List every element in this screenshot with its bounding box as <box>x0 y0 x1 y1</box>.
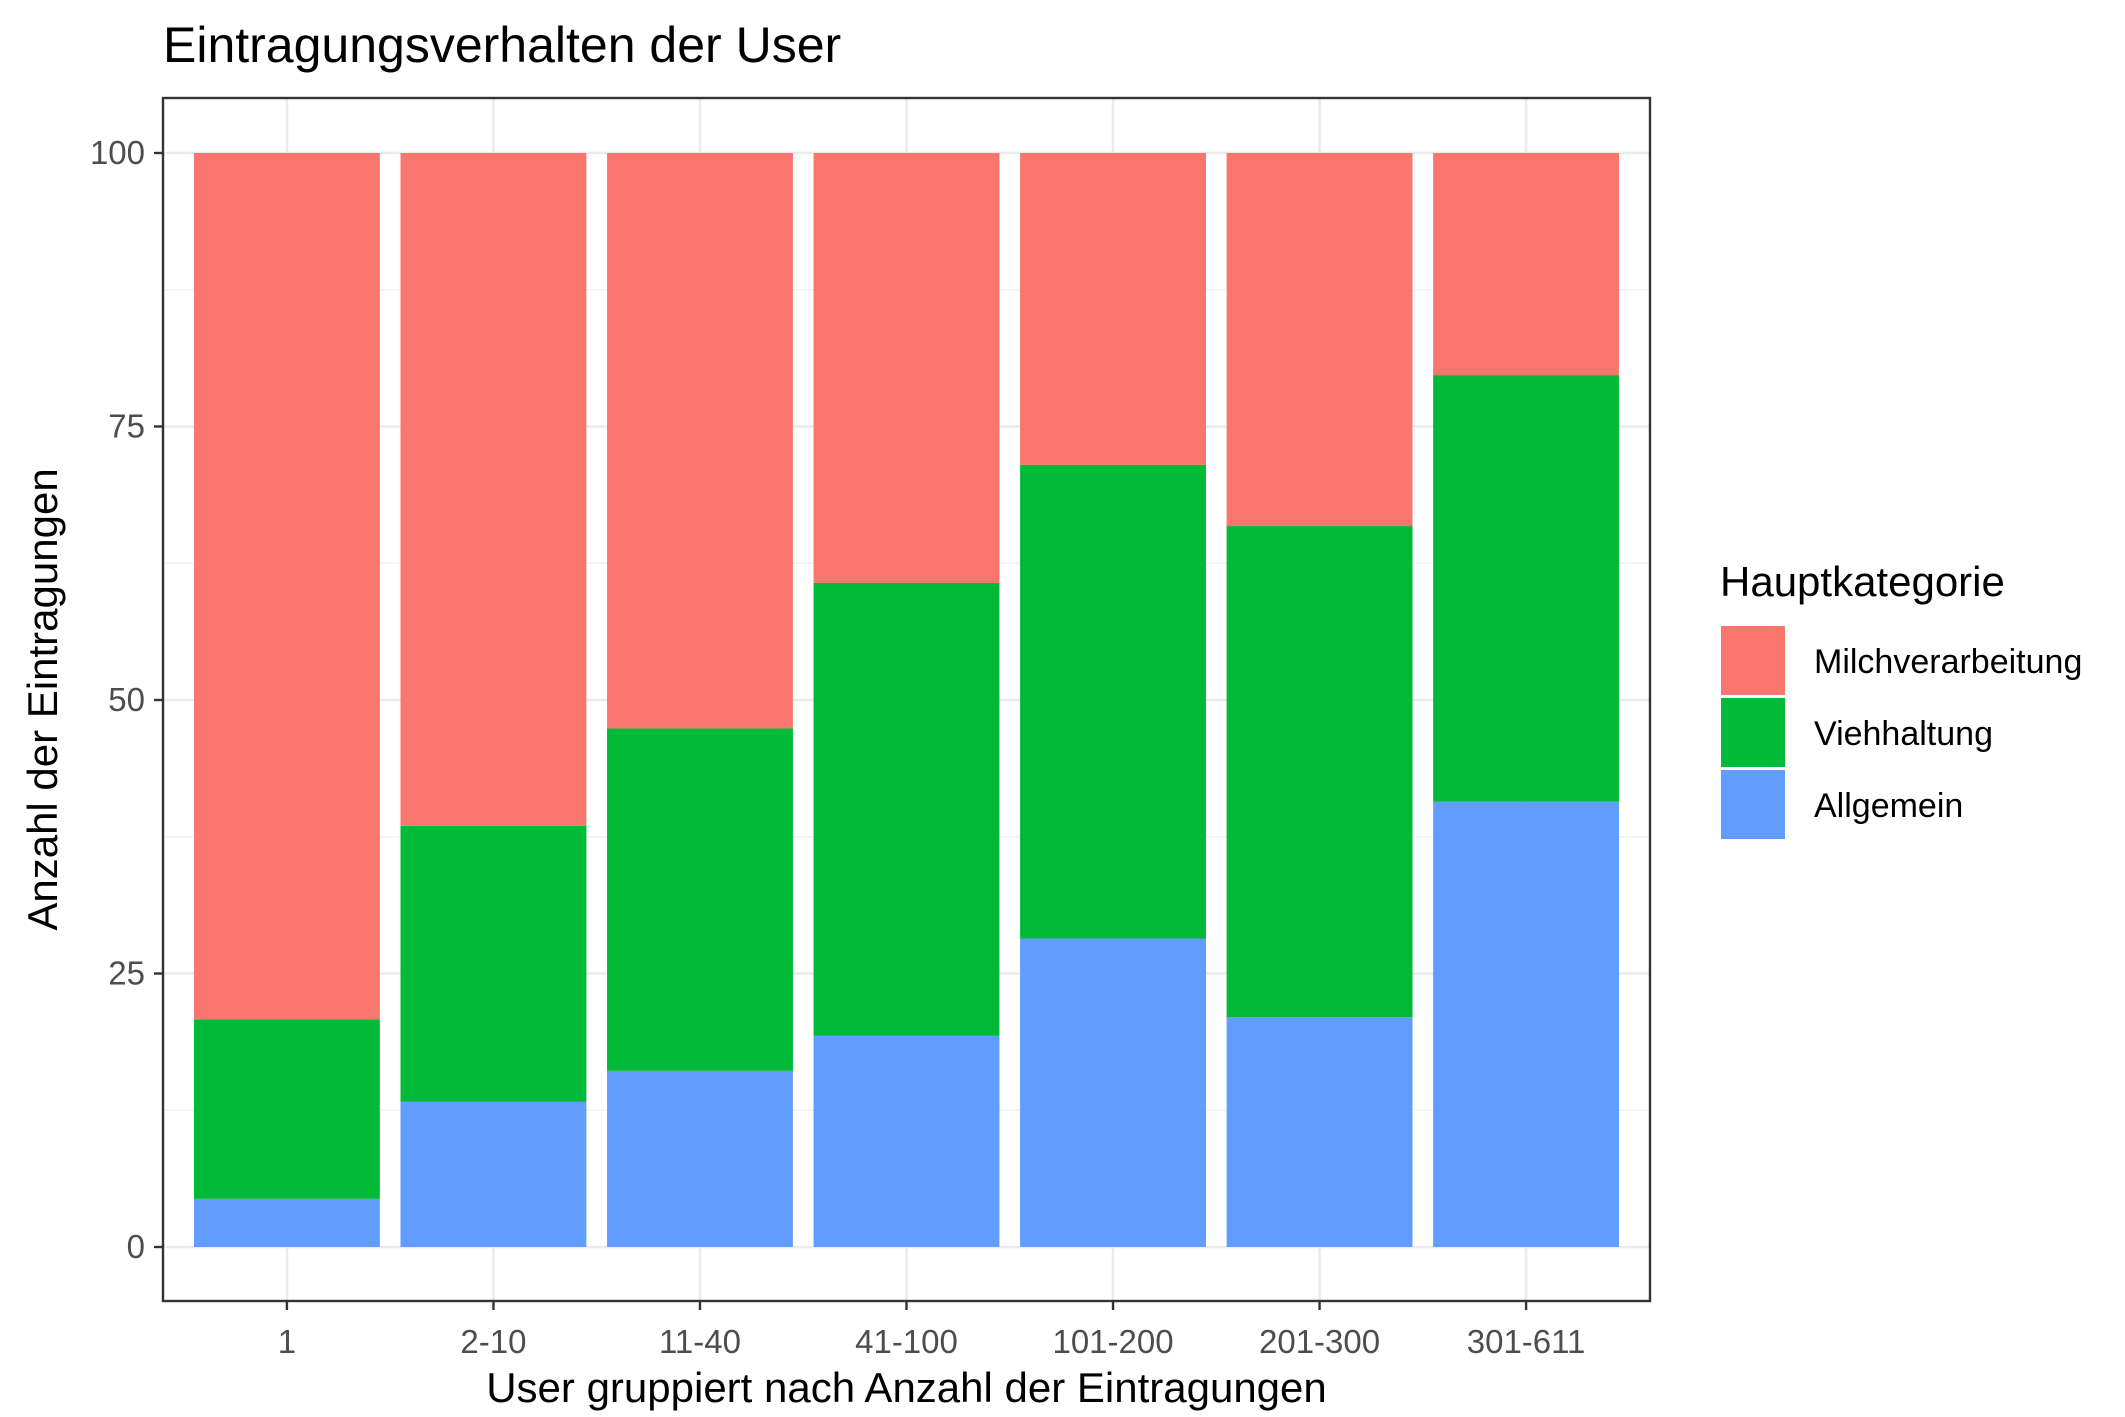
bar-segment-allgemein-3 <box>607 1070 793 1247</box>
y-tick-label: 0 <box>127 1228 145 1265</box>
bar-segment-viehhaltung-7 <box>1433 375 1620 802</box>
bar-segment-milchverarbeitung-2 <box>400 153 587 826</box>
bar-segment-milchverarbeitung-5 <box>1020 153 1206 465</box>
legend-key-allgemein <box>1721 770 1785 839</box>
legend-label-milchverarbeitung: Milchverarbeitung <box>1814 643 2082 681</box>
x-tick-label: 41-100 <box>855 1323 958 1360</box>
bar-segment-viehhaltung-1 <box>193 1019 380 1199</box>
legend-title: Hauptkategorie <box>1720 558 2005 605</box>
x-tick-label: 2-10 <box>460 1323 526 1360</box>
bar-segment-viehhaltung-2 <box>400 825 587 1102</box>
x-axis-title: User gruppiert nach Anzahl der Eintragun… <box>486 1364 1327 1411</box>
y-tick-label: 75 <box>108 408 145 445</box>
y-axis-title: Anzahl der Eintragungen <box>19 468 66 930</box>
chart-title: Eintragungsverhalten der User <box>163 17 841 73</box>
bar-segment-allgemein-4 <box>813 1035 1000 1247</box>
bar-segment-viehhaltung-3 <box>607 728 793 1071</box>
legend-key-milchverarbeitung <box>1721 626 1785 695</box>
legend-label-allgemein: Allgemein <box>1814 787 1963 825</box>
bar-segment-milchverarbeitung-7 <box>1433 153 1620 376</box>
y-tick-label: 25 <box>108 955 145 992</box>
bar-segment-viehhaltung-5 <box>1020 464 1206 939</box>
y-axis: 0 25 50 75 100 <box>90 134 163 1265</box>
bar-segment-allgemein-2 <box>400 1101 587 1247</box>
legend: Hauptkategorie Milchverarbeitung Viehhalt… <box>1720 558 2082 841</box>
bar-segment-allgemein-5 <box>1020 938 1206 1247</box>
x-tick-label: 201-300 <box>1259 1323 1380 1360</box>
bar-segment-milchverarbeitung-6 <box>1226 153 1413 527</box>
bar-segment-viehhaltung-6 <box>1226 526 1413 1018</box>
bar-segment-milchverarbeitung-1 <box>193 153 380 1020</box>
bar-segment-allgemein-1 <box>193 1198 380 1247</box>
x-tick-label: 301-611 <box>1467 1323 1586 1360</box>
bar-segment-milchverarbeitung-3 <box>607 153 793 729</box>
x-tick-label: 1 <box>278 1323 296 1360</box>
legend-label-viehhaltung: Viehhaltung <box>1814 715 1993 753</box>
bar-segment-milchverarbeitung-4 <box>813 153 1000 583</box>
legend-key-viehhaltung <box>1721 698 1785 767</box>
bar-segment-allgemein-6 <box>1226 1017 1413 1247</box>
x-tick-label: 101-200 <box>1052 1323 1173 1360</box>
x-tick-label: 11-40 <box>659 1323 741 1360</box>
y-tick-label: 100 <box>90 134 145 171</box>
bar-segment-viehhaltung-4 <box>813 582 1000 1036</box>
y-tick-label: 50 <box>108 681 145 718</box>
x-axis: 1 2-10 11-40 41-100 101-200 201-300 301-611 <box>278 1301 1586 1360</box>
bar-segment-allgemein-7 <box>1433 801 1620 1247</box>
bar-segments <box>193 153 1620 1247</box>
